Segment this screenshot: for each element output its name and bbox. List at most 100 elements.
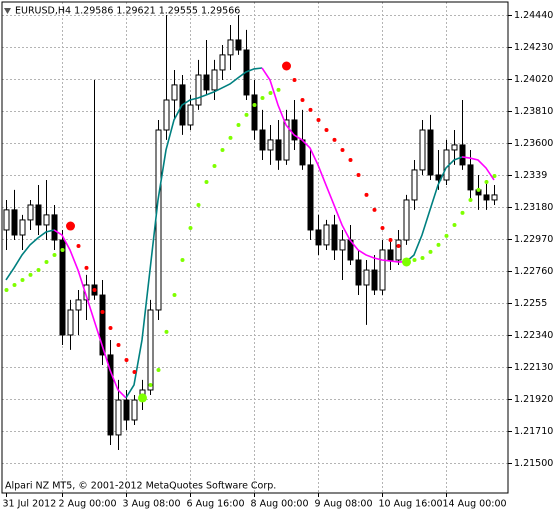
sar-dot bbox=[340, 147, 345, 152]
candle-body bbox=[19, 219, 26, 236]
sar-dot bbox=[324, 128, 329, 133]
ma-line bbox=[125, 67, 263, 399]
sar-dot bbox=[180, 257, 185, 262]
x-tick-label: 6 Aug 16:00 bbox=[187, 499, 245, 510]
sar-dot bbox=[212, 163, 217, 168]
candle-body bbox=[171, 84, 178, 101]
sar-dot bbox=[116, 343, 121, 348]
sar-dot bbox=[124, 357, 129, 362]
candle-body bbox=[195, 74, 202, 106]
candle-body bbox=[203, 74, 210, 91]
sar-dot bbox=[492, 174, 497, 179]
candle-body bbox=[211, 69, 218, 91]
sar-dot bbox=[76, 243, 81, 248]
x-tick-label: 3 Aug 08:00 bbox=[123, 499, 181, 510]
x-tick-label: 10 Aug 16:00 bbox=[379, 499, 443, 510]
y-tick-label: 1.23810 bbox=[514, 106, 553, 117]
sar-dot bbox=[52, 252, 57, 257]
candle-body bbox=[275, 139, 282, 161]
x-tick-label: 9 Aug 08:00 bbox=[315, 499, 373, 510]
candle-body bbox=[491, 194, 498, 201]
candle-body bbox=[123, 399, 130, 421]
candle-body bbox=[419, 129, 426, 171]
candle-body bbox=[27, 204, 34, 221]
candle-body bbox=[467, 164, 474, 191]
sar-dot bbox=[484, 179, 489, 184]
sar-dot bbox=[396, 243, 401, 248]
sar-dot bbox=[402, 257, 411, 267]
symbol-icon bbox=[4, 8, 11, 14]
ma-line bbox=[5, 229, 55, 281]
sar-dot bbox=[66, 221, 75, 231]
candle-body bbox=[251, 94, 258, 131]
candle-body bbox=[11, 209, 18, 236]
candle-body bbox=[331, 224, 338, 251]
y-tick-label: 1.21710 bbox=[514, 426, 553, 437]
sar-dot bbox=[156, 368, 161, 373]
y-tick-label: 1.24440 bbox=[514, 10, 553, 21]
x-tick-label: 2 Aug 00:00 bbox=[59, 499, 117, 510]
candle-body bbox=[67, 309, 74, 336]
sar-dot bbox=[420, 256, 425, 261]
candle-body bbox=[395, 239, 402, 261]
candle-body bbox=[3, 209, 10, 231]
candle-body bbox=[427, 129, 434, 176]
sar-dot bbox=[452, 222, 457, 227]
y-tick-label: 1.22130 bbox=[514, 362, 553, 373]
x-tick-label: 14 Aug 00:00 bbox=[443, 499, 507, 510]
candle-body bbox=[227, 39, 234, 56]
sar-dot bbox=[428, 249, 433, 254]
y-tick-label: 1.24020 bbox=[514, 74, 553, 85]
sar-dot bbox=[236, 122, 241, 127]
x-tick-label: 8 Aug 00:00 bbox=[251, 499, 309, 510]
sar-dot bbox=[196, 202, 201, 207]
candle-body bbox=[83, 284, 90, 301]
sar-dot bbox=[332, 137, 337, 142]
sar-dot bbox=[444, 233, 449, 238]
ma-line bbox=[53, 229, 127, 399]
candle-body bbox=[315, 229, 322, 246]
candle-body bbox=[403, 199, 410, 241]
sar-dot bbox=[4, 288, 9, 293]
sar-dot bbox=[44, 259, 49, 264]
sar-dot bbox=[316, 117, 321, 122]
candle-body bbox=[107, 354, 114, 436]
sar-dot bbox=[138, 393, 147, 403]
candle-body bbox=[35, 204, 42, 226]
sar-dot bbox=[148, 382, 153, 387]
candle-body bbox=[371, 269, 378, 291]
footer: Alpari NZ MT5, © 2001-2012 MetaQuotes So… bbox=[5, 481, 276, 492]
sar-dot bbox=[20, 277, 25, 282]
sar-dot bbox=[380, 225, 385, 230]
candle-body bbox=[299, 139, 306, 166]
plot-area bbox=[2, 2, 508, 493]
candle-body bbox=[163, 99, 170, 131]
candle-body bbox=[451, 144, 458, 151]
candle-body bbox=[339, 239, 346, 251]
sar-dot bbox=[84, 265, 89, 270]
sar-dot bbox=[300, 97, 305, 102]
sar-dot bbox=[460, 210, 465, 215]
y-tick-label: 1.21500 bbox=[514, 458, 553, 469]
sar-dot bbox=[348, 158, 353, 163]
y-tick-label: 1.21920 bbox=[514, 394, 553, 405]
sar-dot bbox=[276, 87, 281, 92]
candle-body bbox=[363, 269, 370, 286]
sar-dot bbox=[228, 135, 233, 140]
candle-body bbox=[131, 399, 138, 421]
candle-body bbox=[459, 144, 466, 166]
x-tick-label: 31 Jul 2012 bbox=[3, 499, 57, 510]
candle-body bbox=[291, 119, 298, 141]
candle-body bbox=[387, 249, 394, 261]
sar-dot bbox=[308, 107, 313, 112]
candle-body bbox=[355, 259, 362, 286]
sar-dot bbox=[172, 293, 177, 298]
sar-dot bbox=[164, 329, 169, 334]
candle-body bbox=[235, 39, 242, 51]
sar-dot bbox=[132, 370, 137, 375]
sar-dot bbox=[388, 238, 393, 243]
sar-dot bbox=[244, 112, 249, 117]
candle-body bbox=[411, 169, 418, 201]
candle-body bbox=[155, 129, 162, 311]
